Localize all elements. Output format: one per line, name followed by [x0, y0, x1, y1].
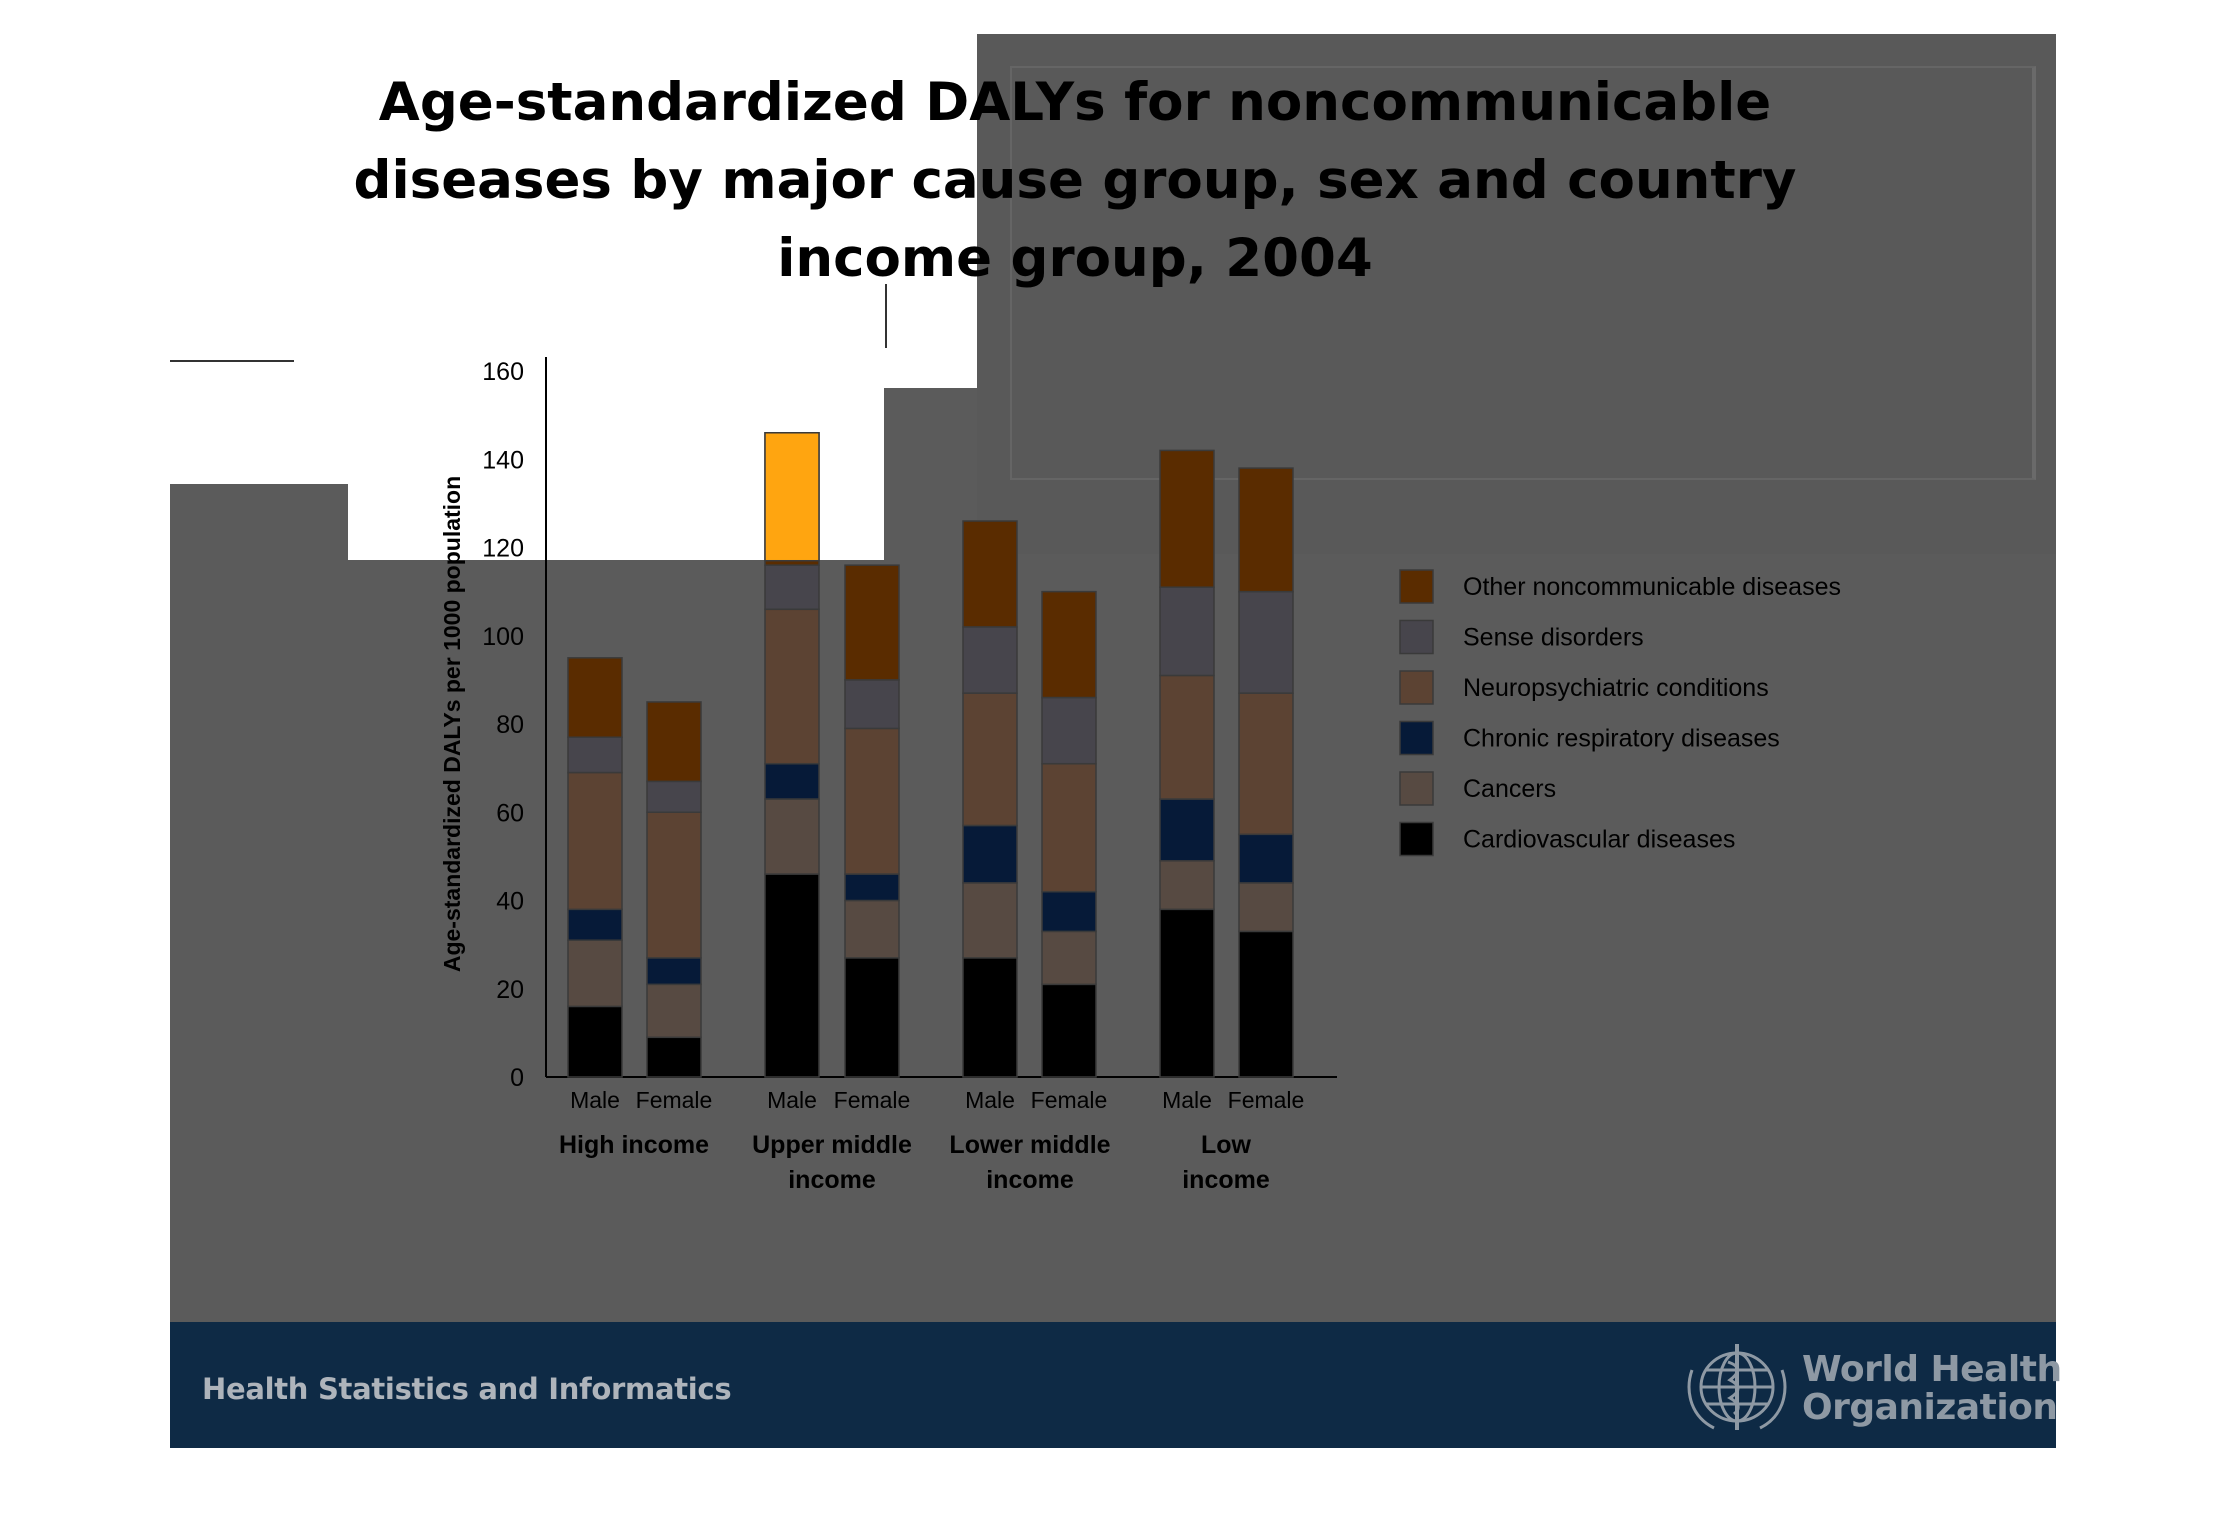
y-tick-label: 40: [496, 888, 524, 916]
x-category-label: Female: [1031, 1087, 1108, 1113]
bar-segment-neuropsychiatric-conditions: [1159, 674, 1215, 800]
bar-segment-other-noncommunicable-diseases: [962, 520, 1018, 628]
bar-segment-cancers: [1159, 860, 1215, 911]
legend-swatch: [1399, 569, 1434, 604]
legend-swatch: [1399, 771, 1434, 806]
y-tick-label: 80: [496, 711, 524, 739]
bar-segment-cardiovascular-diseases: [1041, 983, 1097, 1078]
bar-segment-neuropsychiatric-conditions: [646, 811, 702, 959]
bar-segment-chronic-respiratory-diseases: [567, 908, 623, 941]
bar-segment-cardiovascular-diseases: [844, 957, 900, 1078]
legend-label: Other noncommunicable diseases: [1463, 573, 1841, 601]
y-tick-label: 0: [510, 1064, 524, 1092]
bar-segment-chronic-respiratory-diseases: [1159, 798, 1215, 862]
x-group-label: Upper middle income: [752, 1131, 912, 1194]
bar-segment-other-noncommunicable-diseases: [844, 564, 900, 681]
y-tick-label: 60: [496, 799, 524, 827]
bar-segment-chronic-respiratory-diseases: [764, 762, 820, 800]
bar-segment-sense-disorders: [1041, 696, 1097, 765]
bar-segment-other-noncommunicable-diseases: [1041, 590, 1097, 699]
bar-segment-neuropsychiatric-conditions: [844, 727, 900, 875]
bar-segment-sense-disorders: [962, 626, 1018, 694]
bar-segment-sense-disorders: [1159, 586, 1215, 677]
bar-segment-other-noncommunicable-diseases: [567, 657, 623, 738]
bar-segment-sense-disorders: [1238, 590, 1294, 694]
bar-segment-cancers: [646, 983, 702, 1039]
y-tick-label: 120: [482, 535, 524, 563]
legend-label: Cancers: [1463, 775, 1556, 803]
footer-org-name-line2: Organization: [1802, 1387, 2058, 1428]
bar-segment-cardiovascular-diseases: [764, 873, 820, 1078]
bar-segment-other-noncommunicable-diseases: [1159, 449, 1215, 588]
slide-title: Age-standardized DALYs for noncommunicab…: [353, 72, 1797, 289]
bar-segment-neuropsychiatric-conditions: [567, 771, 623, 911]
y-tick-label: 140: [482, 446, 524, 474]
bar-segment-chronic-respiratory-diseases: [962, 824, 1018, 884]
bar-segment-other-noncommunicable-diseases: [646, 701, 702, 783]
legend-label: Sense disorders: [1463, 624, 1644, 652]
bar-segment-sense-disorders: [646, 780, 702, 813]
footer-bar: [170, 1322, 2056, 1448]
white-patch-left-strip: [330, 392, 348, 484]
bar-segment-cancers: [1238, 882, 1294, 933]
legend-swatch: [1399, 821, 1434, 857]
legend-label: Neuropsychiatric conditions: [1463, 674, 1769, 702]
bar-segment-cancers: [1041, 930, 1097, 986]
highlight-segment: [764, 432, 820, 562]
title-rule: [885, 284, 887, 348]
y-axis-title: Age-standardized DALYs per 1000 populati…: [439, 476, 465, 972]
y-tick-label: 160: [482, 358, 524, 386]
footer-org-name-line1: World Health: [1802, 1349, 2062, 1390]
legend-label: Cardiovascular diseases: [1463, 826, 1735, 854]
x-category-label: Female: [1228, 1087, 1305, 1113]
footer-division-name: Health Statistics and Informatics: [202, 1372, 732, 1406]
y-tick-label: 100: [482, 623, 524, 651]
x-category-label: Female: [636, 1087, 713, 1113]
bar-segment-other-noncommunicable-diseases: [1238, 467, 1294, 593]
y-tick-label: 20: [496, 976, 524, 1004]
bar-segment-neuropsychiatric-conditions: [1041, 762, 1097, 893]
slide-header-texture: [977, 34, 2056, 554]
bar-segment-sense-disorders: [764, 564, 820, 611]
bar-segment-chronic-respiratory-diseases: [1238, 833, 1294, 884]
bar-segment-cardiovascular-diseases: [962, 957, 1018, 1078]
bar-segment-cardiovascular-diseases: [646, 1036, 702, 1078]
bar-segment-cancers: [567, 939, 623, 1008]
bar-segment-chronic-respiratory-diseases: [844, 873, 900, 902]
bar-segment-cancers: [764, 798, 820, 875]
bar-segment-sense-disorders: [844, 679, 900, 730]
x-category-label: Male: [1162, 1087, 1212, 1113]
bar-segment-neuropsychiatric-conditions: [764, 608, 820, 765]
bar-segment-cardiovascular-diseases: [1238, 930, 1294, 1078]
x-category-label: Female: [834, 1087, 911, 1113]
left-rule: [170, 360, 294, 362]
bar-segment-cancers: [962, 882, 1018, 959]
legend-swatch: [1399, 720, 1434, 756]
bar-segment-chronic-respiratory-diseases: [646, 957, 702, 986]
white-patch-title-right: [887, 254, 977, 334]
slide-decorative-frame: [1010, 66, 2036, 480]
bar-segment-sense-disorders: [567, 736, 623, 774]
x-category-label: Male: [965, 1087, 1015, 1113]
legend-label: Chronic respiratory diseases: [1463, 725, 1780, 753]
white-patch-left: [170, 388, 348, 484]
bar-segment-cancers: [844, 899, 900, 959]
legend-swatch: [1399, 670, 1434, 705]
bar-segment-cardiovascular-diseases: [1159, 908, 1215, 1078]
who-emblem-icon: [1687, 1344, 1787, 1430]
x-group-label: Low income: [1182, 1131, 1270, 1194]
x-category-label: Male: [767, 1087, 817, 1113]
bar-segment-chronic-respiratory-diseases: [1041, 890, 1097, 933]
legend-swatch: [1399, 619, 1434, 655]
white-patch-top: [170, 34, 977, 388]
bar-segment-neuropsychiatric-conditions: [962, 692, 1018, 827]
x-category-label: Male: [570, 1087, 620, 1113]
bar-segment-neuropsychiatric-conditions: [1238, 692, 1294, 836]
bar-segment-cardiovascular-diseases: [567, 1005, 623, 1078]
x-group-label: High income: [559, 1131, 709, 1159]
x-group-label: Lower middle income: [949, 1131, 1110, 1194]
